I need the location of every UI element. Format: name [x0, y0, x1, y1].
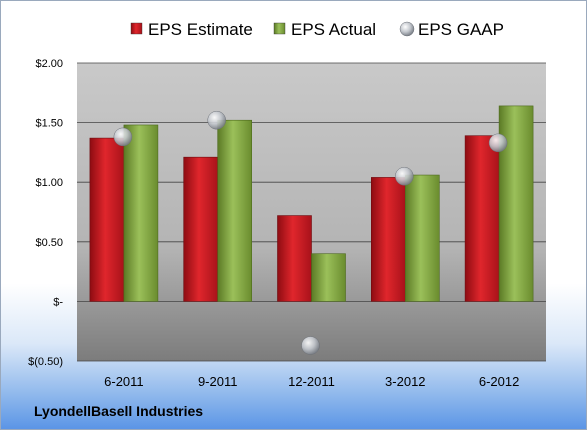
y-tick-label: $1.00	[35, 177, 63, 189]
eps-estimate-bar	[89, 137, 125, 302]
y-tick-label: $1.50	[35, 118, 63, 130]
x-tick-label: 3-2012	[385, 374, 425, 389]
eps-gaap-marker	[207, 110, 226, 130]
company-name: LyondellBasell Industries	[34, 403, 204, 419]
eps-actual-bar	[498, 105, 534, 302]
y-tick-label: $2.00	[35, 58, 63, 70]
eps-estimate-legend-swatch	[130, 22, 143, 35]
eps-estimate-bar	[277, 215, 312, 302]
eps-actual-bar	[217, 119, 252, 302]
legend-label: EPS Estimate	[148, 20, 253, 39]
y-tick-label: $(0.50)	[28, 356, 63, 368]
eps-actual-bar	[123, 124, 159, 302]
eps-gaap-marker	[301, 336, 320, 355]
eps-estimate-bar	[183, 156, 218, 302]
eps-gaap-marker	[395, 166, 414, 186]
x-tick-label: 6-2012	[479, 374, 519, 389]
eps-actual-legend-swatch	[273, 22, 286, 35]
eps-estimate-bar	[464, 135, 500, 302]
x-tick-label: 12-2011	[288, 374, 335, 389]
legend-label: EPS GAAP	[418, 20, 504, 39]
eps-gaap-marker	[488, 133, 508, 153]
eps-actual-bar	[311, 253, 346, 302]
x-tick-label: 9-2011	[198, 374, 238, 389]
eps-gaap-legend-swatch	[399, 21, 415, 37]
eps-actual-bar	[404, 174, 440, 302]
x-tick-label: 6-2011	[104, 374, 144, 389]
eps-gaap-marker	[113, 127, 133, 147]
eps-estimate-bar	[370, 177, 406, 302]
legend-label: EPS Actual	[291, 20, 376, 39]
y-tick-label: $-	[53, 296, 63, 308]
y-tick-label: $0.50	[35, 237, 63, 249]
